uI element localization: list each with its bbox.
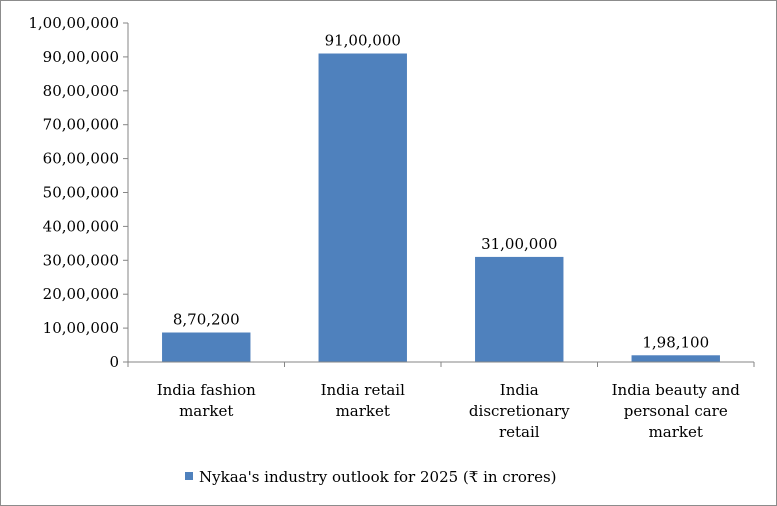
x-category-label-line: India fashion (157, 381, 256, 399)
y-tick-label: 30,00,000 (43, 251, 119, 269)
bar (631, 355, 720, 362)
bar-data-label: 91,00,000 (325, 32, 401, 50)
x-category-label: India fashion market (157, 381, 256, 420)
bar-data-label: 31,00,000 (481, 235, 557, 253)
legend: Nykaa's industry outlook for 2025 (₹ in … (185, 468, 557, 486)
y-tick-label: 10,00,000 (43, 319, 119, 337)
y-tick-label: 1,00,00,000 (28, 14, 119, 32)
bar-data-label: 8,70,200 (173, 311, 240, 329)
x-category-label-line: discretionary (469, 402, 570, 420)
y-tick-label: 0 (109, 353, 119, 371)
bar (318, 53, 407, 362)
x-category-label-line: India beauty and (612, 381, 741, 399)
y-tick-label: 50,00,000 (43, 184, 119, 202)
x-category-label-line: market (649, 423, 703, 441)
bar-data-label: 1,98,100 (642, 333, 709, 351)
x-category-label-line: market (179, 402, 233, 420)
x-category-label-line: India (500, 381, 539, 399)
bar (162, 332, 251, 362)
bars (162, 53, 720, 362)
y-tick-label: 90,00,000 (43, 48, 119, 66)
x-category-label-line: market (336, 402, 390, 420)
y-tick-label: 80,00,000 (43, 82, 119, 100)
x-category-label-line: retail (499, 423, 540, 441)
x-category-label: India retail market (321, 381, 406, 420)
y-tick-label: 60,00,000 (43, 150, 119, 168)
legend-swatch (185, 472, 193, 480)
data-labels: 8,70,200 91,00,000 31,00,000 1,98,100 (173, 32, 709, 352)
y-tick-label: 20,00,000 (43, 285, 119, 303)
y-tick-label: 70,00,000 (43, 116, 119, 134)
legend-label: Nykaa's industry outlook for 2025 (₹ in … (199, 468, 557, 486)
x-category-label-line: India retail (321, 381, 406, 399)
x-category-label: India discretionary retail (469, 381, 570, 441)
x-category-label-line: personal care (624, 402, 728, 420)
y-axis-ticks: 0 10,00,000 20,00,000 30,00,000 40,00,000 50,… (28, 14, 755, 371)
bar (475, 256, 564, 362)
y-tick-label: 40,00,000 (43, 217, 119, 235)
x-category-label: India beauty and personal care market (612, 381, 741, 441)
